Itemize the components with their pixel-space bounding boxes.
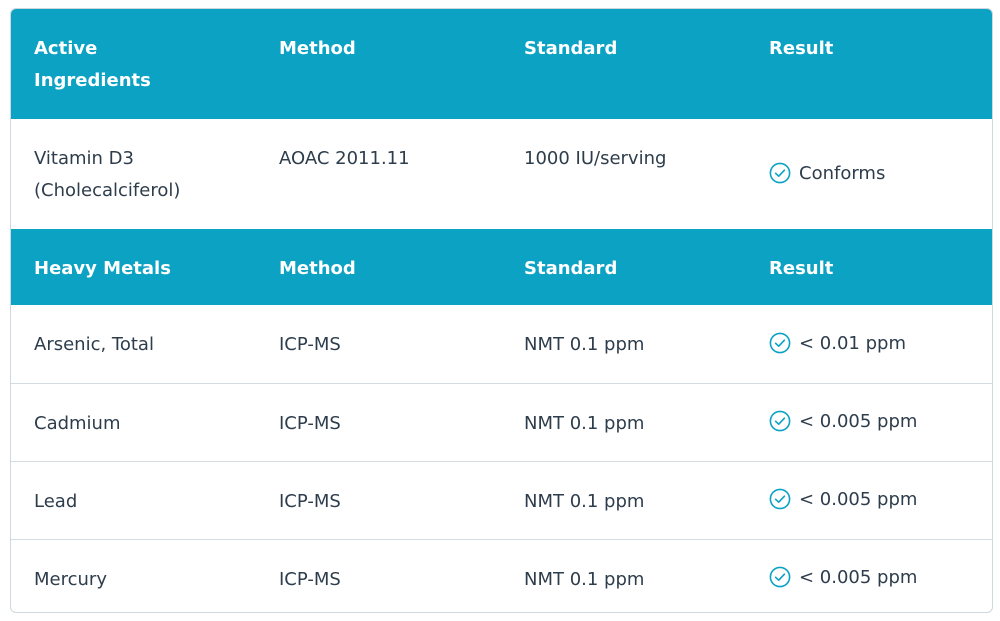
data-row: Mercury ICP-MS NMT 0.1 ppm < 0.005 ppm — [11, 538, 992, 612]
cell: NMT 0.1 ppm — [501, 538, 746, 612]
check-icon — [769, 332, 791, 354]
header-cell: Method — [256, 229, 501, 305]
cell-text: 1000 IU/serving — [524, 148, 667, 169]
cell: ICP-MS — [256, 382, 501, 461]
result-text: < 0.01 ppm — [799, 332, 906, 354]
cell-text: Mercury — [34, 568, 107, 590]
data-row: Arsenic, Total ICP-MS NMT 0.1 ppm < 0.01 pp… — [11, 305, 992, 383]
cell-text: NMT 0.1 ppm — [524, 412, 645, 434]
cell: ICP-MS — [256, 305, 501, 383]
cell-text: NMT 0.1 ppm — [524, 334, 645, 355]
result-text: < 0.005 ppm — [799, 411, 918, 432]
header-text: Result — [769, 38, 834, 59]
result-cell: < 0.01 ppm — [746, 305, 992, 383]
cell: NMT 0.1 ppm — [501, 460, 746, 539]
header-text: Result — [769, 258, 834, 279]
header-text: Method — [279, 38, 356, 59]
cell: Vitamin D3 (Cholecalciferol) — [11, 119, 256, 229]
cell-text: Cadmium — [34, 412, 121, 434]
cell: AOAC 2011.11 — [256, 119, 501, 229]
header-cell: Result — [746, 9, 992, 119]
header-cell: Result — [746, 229, 992, 305]
data-row: Vitamin D3 (Cholecalciferol) AOAC 2011.11… — [11, 119, 992, 229]
cell-text: NMT 0.1 ppm — [524, 490, 645, 512]
data-row: Cadmium ICP-MS NMT 0.1 ppm < 0.005 ppm — [11, 382, 992, 461]
header-row: Heavy Metals Method Standard Result — [11, 229, 992, 305]
header-row: Active Ingredients Method Standard Result — [11, 9, 992, 119]
result-cell: Conforms — [746, 119, 992, 229]
results-table: Active Ingredients Method Standard Result Vi… — [11, 9, 992, 612]
header-text: Heavy Metals — [34, 258, 171, 279]
result-cell: < 0.005 ppm — [746, 382, 992, 461]
cell: ICP-MS — [256, 538, 501, 612]
cell: 1000 IU/serving — [501, 119, 746, 229]
cell-text: Arsenic, Total — [34, 334, 154, 355]
header-text: Standard — [524, 38, 618, 59]
header-cell: Active Ingredients — [11, 9, 256, 119]
cell: NMT 0.1 ppm — [501, 382, 746, 461]
result-text: < 0.005 ppm — [799, 489, 918, 510]
cell: Mercury — [11, 538, 256, 612]
result-cell: < 0.005 ppm — [746, 538, 992, 612]
result-text: Conforms — [799, 163, 886, 184]
cell-text: Vitamin D3 (Cholecalciferol) — [34, 148, 181, 201]
check-icon — [769, 162, 791, 184]
data-row: Lead ICP-MS NMT 0.1 ppm < 0.005 ppm — [11, 460, 992, 539]
cell-text: ICP-MS — [279, 490, 341, 512]
header-cell: Heavy Metals — [11, 229, 256, 305]
result-cell: < 0.005 ppm — [746, 460, 992, 539]
cell-text: Lead — [34, 490, 78, 512]
result-text: < 0.005 ppm — [799, 566, 918, 588]
cell-text: ICP-MS — [279, 412, 341, 434]
header-cell: Method — [256, 9, 501, 119]
check-icon — [769, 566, 791, 588]
cell: Cadmium — [11, 382, 256, 461]
cell: NMT 0.1 ppm — [501, 305, 746, 383]
header-cell: Standard — [501, 229, 746, 305]
cell-text: ICP-MS — [279, 568, 341, 590]
cell: ICP-MS — [256, 460, 501, 539]
cell: Arsenic, Total — [11, 305, 256, 383]
header-text: Method — [279, 258, 356, 279]
check-icon — [769, 410, 791, 432]
cell-text: ICP-MS — [279, 334, 341, 355]
cell-text: NMT 0.1 ppm — [524, 568, 645, 590]
cell: Lead — [11, 460, 256, 539]
header-text: Active Ingredients — [34, 38, 151, 91]
header-text: Standard — [524, 258, 618, 279]
results-table-card: Active Ingredients Method Standard Result Vi… — [10, 8, 993, 613]
cell-text: AOAC 2011.11 — [279, 148, 410, 169]
header-cell: Standard — [501, 9, 746, 119]
check-icon — [769, 488, 791, 510]
